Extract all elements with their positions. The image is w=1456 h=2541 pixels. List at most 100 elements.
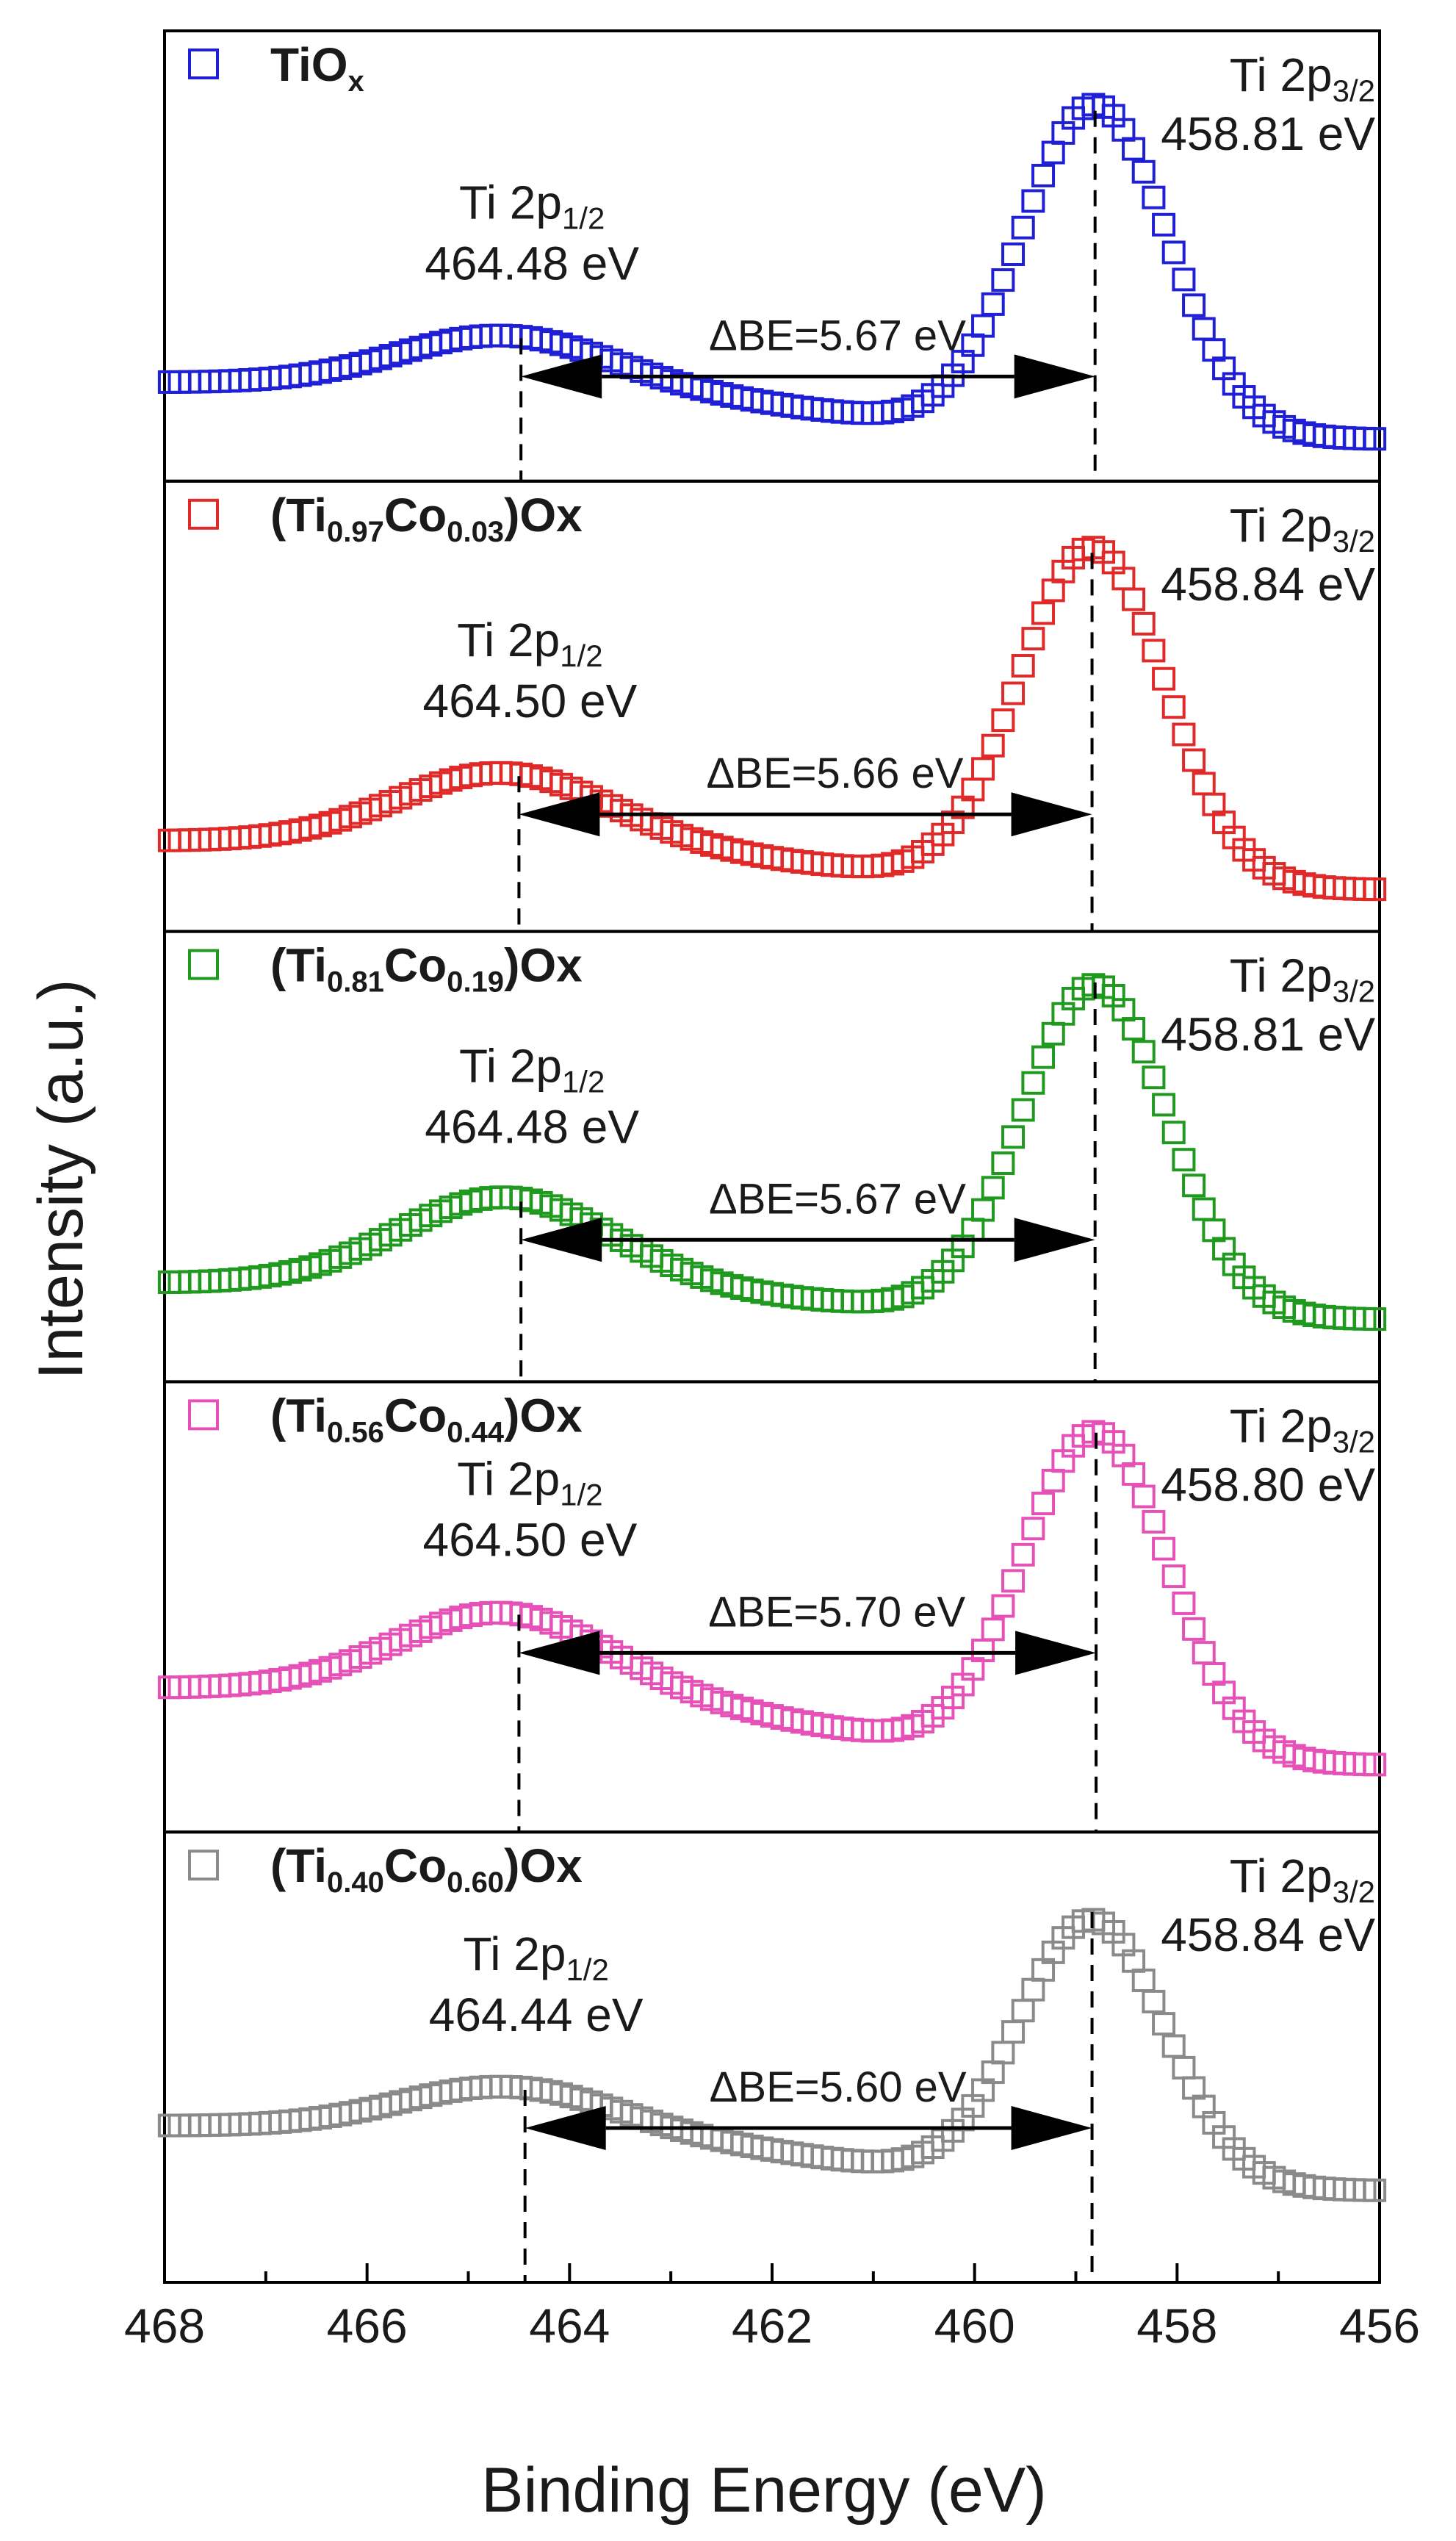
data-point	[1161, 1121, 1186, 1145]
x-tick-label: 456	[1339, 2299, 1420, 2353]
data-point	[1011, 215, 1035, 240]
data-point	[1363, 877, 1387, 902]
delta-arrow-head-left	[519, 1631, 600, 1675]
data-point	[1142, 639, 1166, 663]
legend-marker	[188, 1399, 219, 1431]
data-point	[1031, 1492, 1056, 1516]
data-point	[1131, 1969, 1156, 1993]
delta-be-label: ΔBE=5.67 eV	[709, 1175, 966, 1223]
data-point	[1131, 159, 1156, 184]
data-point	[1122, 587, 1146, 611]
data-point	[1182, 293, 1206, 317]
x-tick-label: 468	[124, 2299, 205, 2353]
data-point	[1001, 2020, 1026, 2044]
delta-arrow-head-right	[1014, 1218, 1095, 1262]
p1-peak-label: Ti 2p1/2	[459, 176, 605, 235]
legend-marker	[188, 48, 219, 79]
data-point	[1131, 611, 1156, 636]
x-tick-label: 460	[934, 2299, 1015, 2353]
legend-marker	[188, 498, 219, 530]
delta-be-label: ΔBE=5.70 eV	[708, 1588, 965, 1636]
legend-label: (Ti0.40Co0.60)Ox	[270, 1839, 583, 1899]
data-point	[1152, 1537, 1176, 1561]
data-point	[1142, 1989, 1166, 2013]
p1-peak-label: Ti 2p1/2	[464, 1927, 609, 1987]
data-point	[1182, 1174, 1206, 1198]
data-point	[1172, 722, 1196, 747]
data-point	[981, 292, 1005, 316]
legend-marker	[188, 1850, 219, 1881]
data-point	[1131, 1040, 1156, 1064]
data-point	[981, 1176, 1005, 1200]
data-point	[1011, 1999, 1035, 2023]
p3-peak-label: Ti 2p3/2	[1230, 499, 1375, 558]
p3-peak-label: Ti 2p3/2	[1230, 1399, 1375, 1459]
data-point	[1011, 1098, 1035, 1122]
data-point	[971, 757, 995, 781]
data-point	[1021, 189, 1045, 213]
data-point	[1021, 1071, 1045, 1095]
data-point	[1172, 267, 1196, 292]
p1-peak-label: Ti 2p1/2	[457, 1452, 602, 1512]
p3-peak-label: Ti 2p3/2	[1230, 949, 1375, 1009]
p1-peak-value: 464.48 eV	[425, 1100, 639, 1153]
data-point	[1161, 695, 1186, 719]
data-point	[1031, 1045, 1056, 1069]
spectrum-markers	[157, 1420, 1387, 1777]
data-point	[1182, 748, 1206, 772]
legend-label: (Ti0.81Co0.19)Ox	[270, 939, 583, 999]
data-point	[991, 1151, 1015, 1175]
data-point	[971, 314, 995, 338]
data-point	[1152, 666, 1176, 691]
delta-arrow-head-right	[1011, 792, 1092, 837]
data-point	[1192, 317, 1216, 341]
data-point	[1363, 2178, 1387, 2202]
data-point	[991, 268, 1015, 292]
data-point	[1031, 601, 1056, 625]
legend-label: TiOx	[270, 38, 364, 98]
data-point	[1192, 772, 1216, 796]
p3-peak-value: 458.80 eV	[1161, 1458, 1375, 1511]
data-point	[1192, 1641, 1216, 1665]
panel-frame	[163, 930, 1381, 1384]
data-point	[1011, 1542, 1035, 1567]
data-point	[1363, 427, 1387, 451]
x-axis-label: Binding Energy (eV)	[481, 2455, 1047, 2526]
spectrum-markers	[157, 93, 1387, 451]
data-point	[1161, 1564, 1186, 1589]
data-point	[1011, 654, 1035, 678]
data-point	[1041, 1021, 1065, 1046]
data-point	[1142, 185, 1166, 209]
x-tick-label: 458	[1136, 2299, 1217, 2353]
data-point	[1001, 1569, 1026, 1593]
data-point	[1152, 1093, 1176, 1117]
x-tick-label: 464	[529, 2299, 610, 2353]
data-point	[1001, 681, 1026, 705]
data-point	[1001, 1125, 1026, 1149]
p1-peak-value: 464.44 eV	[429, 1988, 644, 2041]
data-point	[1122, 1462, 1146, 1486]
legend-label: (Ti0.56Co0.44)Ox	[270, 1389, 583, 1448]
data-point	[981, 1617, 1005, 1642]
data-point	[1142, 1065, 1166, 1090]
spectrum-markers	[157, 973, 1387, 1331]
p3-peak-label: Ti 2p3/2	[1230, 1850, 1375, 1909]
p1-peak-label: Ti 2p1/2	[459, 1039, 605, 1099]
p1-peak-label: Ti 2p1/2	[457, 614, 602, 673]
data-point	[1122, 137, 1146, 161]
spectrum-markers	[157, 536, 1387, 902]
data-point	[991, 708, 1015, 733]
delta-be-label: ΔBE=5.67 eV	[709, 312, 966, 359]
delta-arrow-head-right	[1011, 2105, 1092, 2150]
data-point	[1182, 1617, 1206, 1641]
delta-be-label: ΔBE=5.66 eV	[707, 750, 964, 797]
data-point	[1363, 1753, 1387, 1777]
delta-arrow-head-right	[1015, 1631, 1097, 1675]
data-point	[991, 2041, 1015, 2065]
